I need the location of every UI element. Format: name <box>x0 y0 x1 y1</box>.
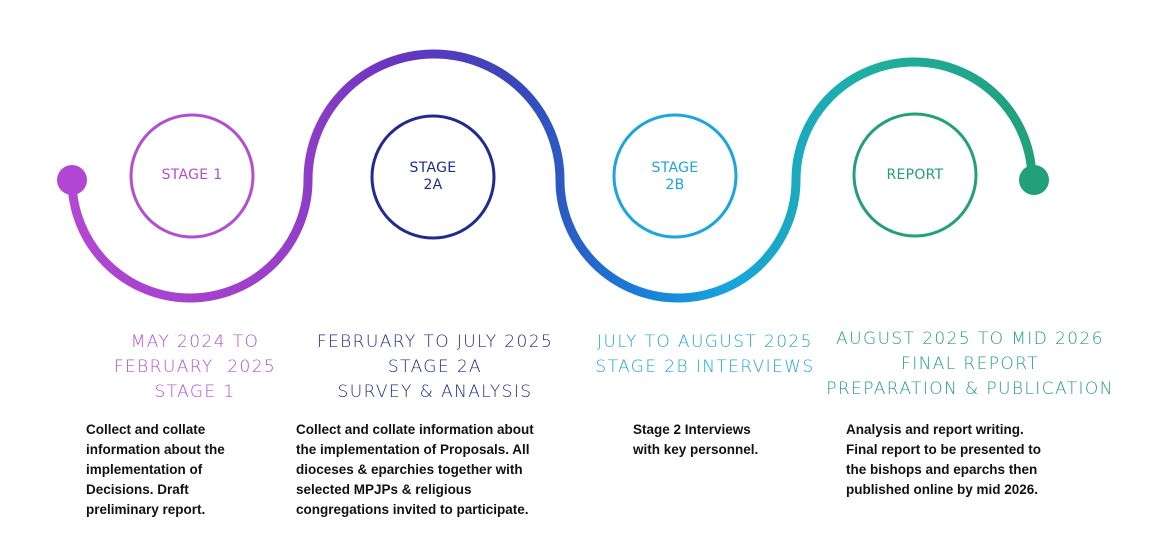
report-heading-line: FINAL REPORT <box>901 354 1039 374</box>
report-description-line: Analysis and report writing. <box>846 422 1024 437</box>
report-circle-label: REPORT <box>886 167 944 183</box>
stage-1-heading-line: FEBRUARY 2025 <box>113 357 277 377</box>
stage-1-circle-label: STAGE 1 <box>161 167 223 183</box>
stage-1-description-line: Decisions. Draft <box>86 482 189 497</box>
stage-2a-description-line: selected MPJPs & religious <box>296 482 472 497</box>
stage-2a-heading-line: STAGE 2A <box>387 357 483 377</box>
timeline-wave <box>67 49 1037 303</box>
stage-1-circle <box>129 113 255 239</box>
report-heading-line: PREPARATION & PUBLICATION <box>826 379 1114 399</box>
stage-2b-heading-line: STAGE 2B INTERVIEWS <box>595 357 815 377</box>
report-description-line: Final report to be presented to <box>846 442 1042 457</box>
report-heading: AUGUST 2025 TO MID 2026 FINAL REPORT PRE… <box>820 327 1120 402</box>
stage-2a-description-line: the implementation of Proposals. All <box>296 442 530 457</box>
stage-1-description-line: Collect and collate <box>86 422 206 437</box>
stage-1-description-line: information about the <box>86 442 225 457</box>
stage-2b-description-line: with key personnel. <box>633 442 759 457</box>
stage-1-description-line: implementation of <box>86 462 203 477</box>
report-description-line: published online by mid 2026. <box>846 482 1039 497</box>
report-heading-line: AUGUST 2025 TO MID 2026 <box>836 329 1104 349</box>
stage-2a-circle-label: STAGE 2A <box>409 160 457 193</box>
stage-2b-circle <box>612 113 738 239</box>
report-circle <box>852 112 978 238</box>
stage-2a-description-line: congregations invited to participate. <box>296 502 529 517</box>
stage-2a-circle <box>370 114 496 240</box>
stage-2b-heading: JULY TO AUGUST 2025 STAGE 2B INTERVIEWS <box>585 330 825 380</box>
stage-2a-description-line: Collect and collate information about <box>296 422 534 437</box>
stage-2a-description-line: dioceses & eparchies together with <box>296 462 523 477</box>
stage-1-heading-line: MAY 2024 TO <box>130 332 260 352</box>
stage-2b-description: Stage 2 Interviews with key personnel. <box>633 420 758 460</box>
stage-2a-heading: FEBRUARY TO JULY 2025 STAGE 2A SURVEY & … <box>290 330 580 405</box>
stage-1-description: Collect and collate information about th… <box>86 420 225 520</box>
stage-1-description-line: preliminary report. <box>86 502 206 517</box>
stage-2a-heading-line: FEBRUARY TO JULY 2025 <box>316 332 554 352</box>
stage-2a-description: Collect and collate information about th… <box>296 420 534 520</box>
stage-1-heading: MAY 2024 TO FEBRUARY 2025 STAGE 1 <box>70 330 320 405</box>
stage-1-heading-line: STAGE 1 <box>154 382 236 402</box>
timeline-end-dot <box>1019 165 1049 195</box>
stage-2b-heading-line: JULY TO AUGUST 2025 <box>597 332 813 352</box>
stage-2b-description-line: Stage 2 Interviews <box>633 422 751 437</box>
report-description-line: the bishops and eparchs then <box>846 462 1038 477</box>
report-description: Analysis and report writing. Final repor… <box>846 420 1041 500</box>
timeline-start-dot <box>57 165 87 195</box>
stage-2a-heading-line: SURVEY & ANALYSIS <box>337 382 533 402</box>
stage-2b-circle-label: STAGE 2B <box>651 160 699 193</box>
